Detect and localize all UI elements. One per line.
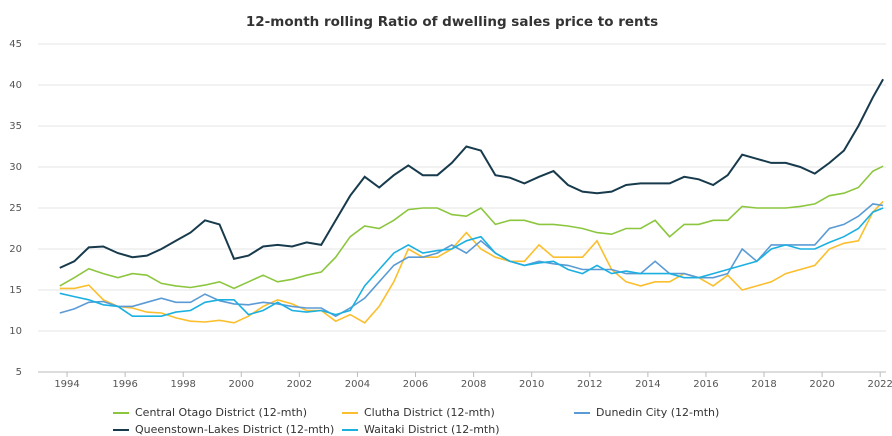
series-line [59,78,884,269]
x-tick-label: 2004 [345,379,370,390]
x-tick-label: 2002 [287,379,312,390]
x-tick-label: 2016 [693,379,718,390]
y-tick-label: 25 [9,203,22,214]
x-tick-label: 1998 [170,379,195,390]
y-tick-label: 30 [9,162,22,173]
y-tick-label: 35 [9,121,22,132]
x-tick-label: 2008 [461,379,486,390]
legend-label: Queenstown-Lakes District (12-mth) [135,423,334,436]
series-line [59,207,884,317]
series-line [59,165,884,290]
x-tick-label: 2012 [577,379,602,390]
y-tick-label: 10 [9,326,22,337]
y-tick-label: 20 [9,244,22,255]
x-tick-label: 1996 [112,379,137,390]
y-tick-label: 45 [9,39,22,50]
legend-label: Central Otago District (12-mth) [135,406,307,419]
x-tick-label: 2022 [867,379,892,390]
x-tick-label: 2014 [635,379,660,390]
x-tick-label: 2006 [403,379,428,390]
legend-label: Clutha District (12-mth) [364,406,495,419]
series-line [59,200,884,324]
legend-label: Dunedin City (12-mth) [596,406,719,419]
y-tick-label: 15 [9,285,22,296]
x-tick-label: 1994 [54,379,79,390]
y-tick-label: 40 [9,80,22,91]
x-tick-label: 2020 [809,379,834,390]
x-tick-label: 2010 [519,379,544,390]
series-line [59,203,884,318]
legend-label: Waitaki District (12-mth) [364,423,500,436]
y-tick-label: 5 [16,367,22,378]
x-tick-label: 2018 [751,379,776,390]
chart-title: 12-month rolling Ratio of dwelling sales… [246,14,658,30]
x-tick-label: 2000 [229,379,254,390]
